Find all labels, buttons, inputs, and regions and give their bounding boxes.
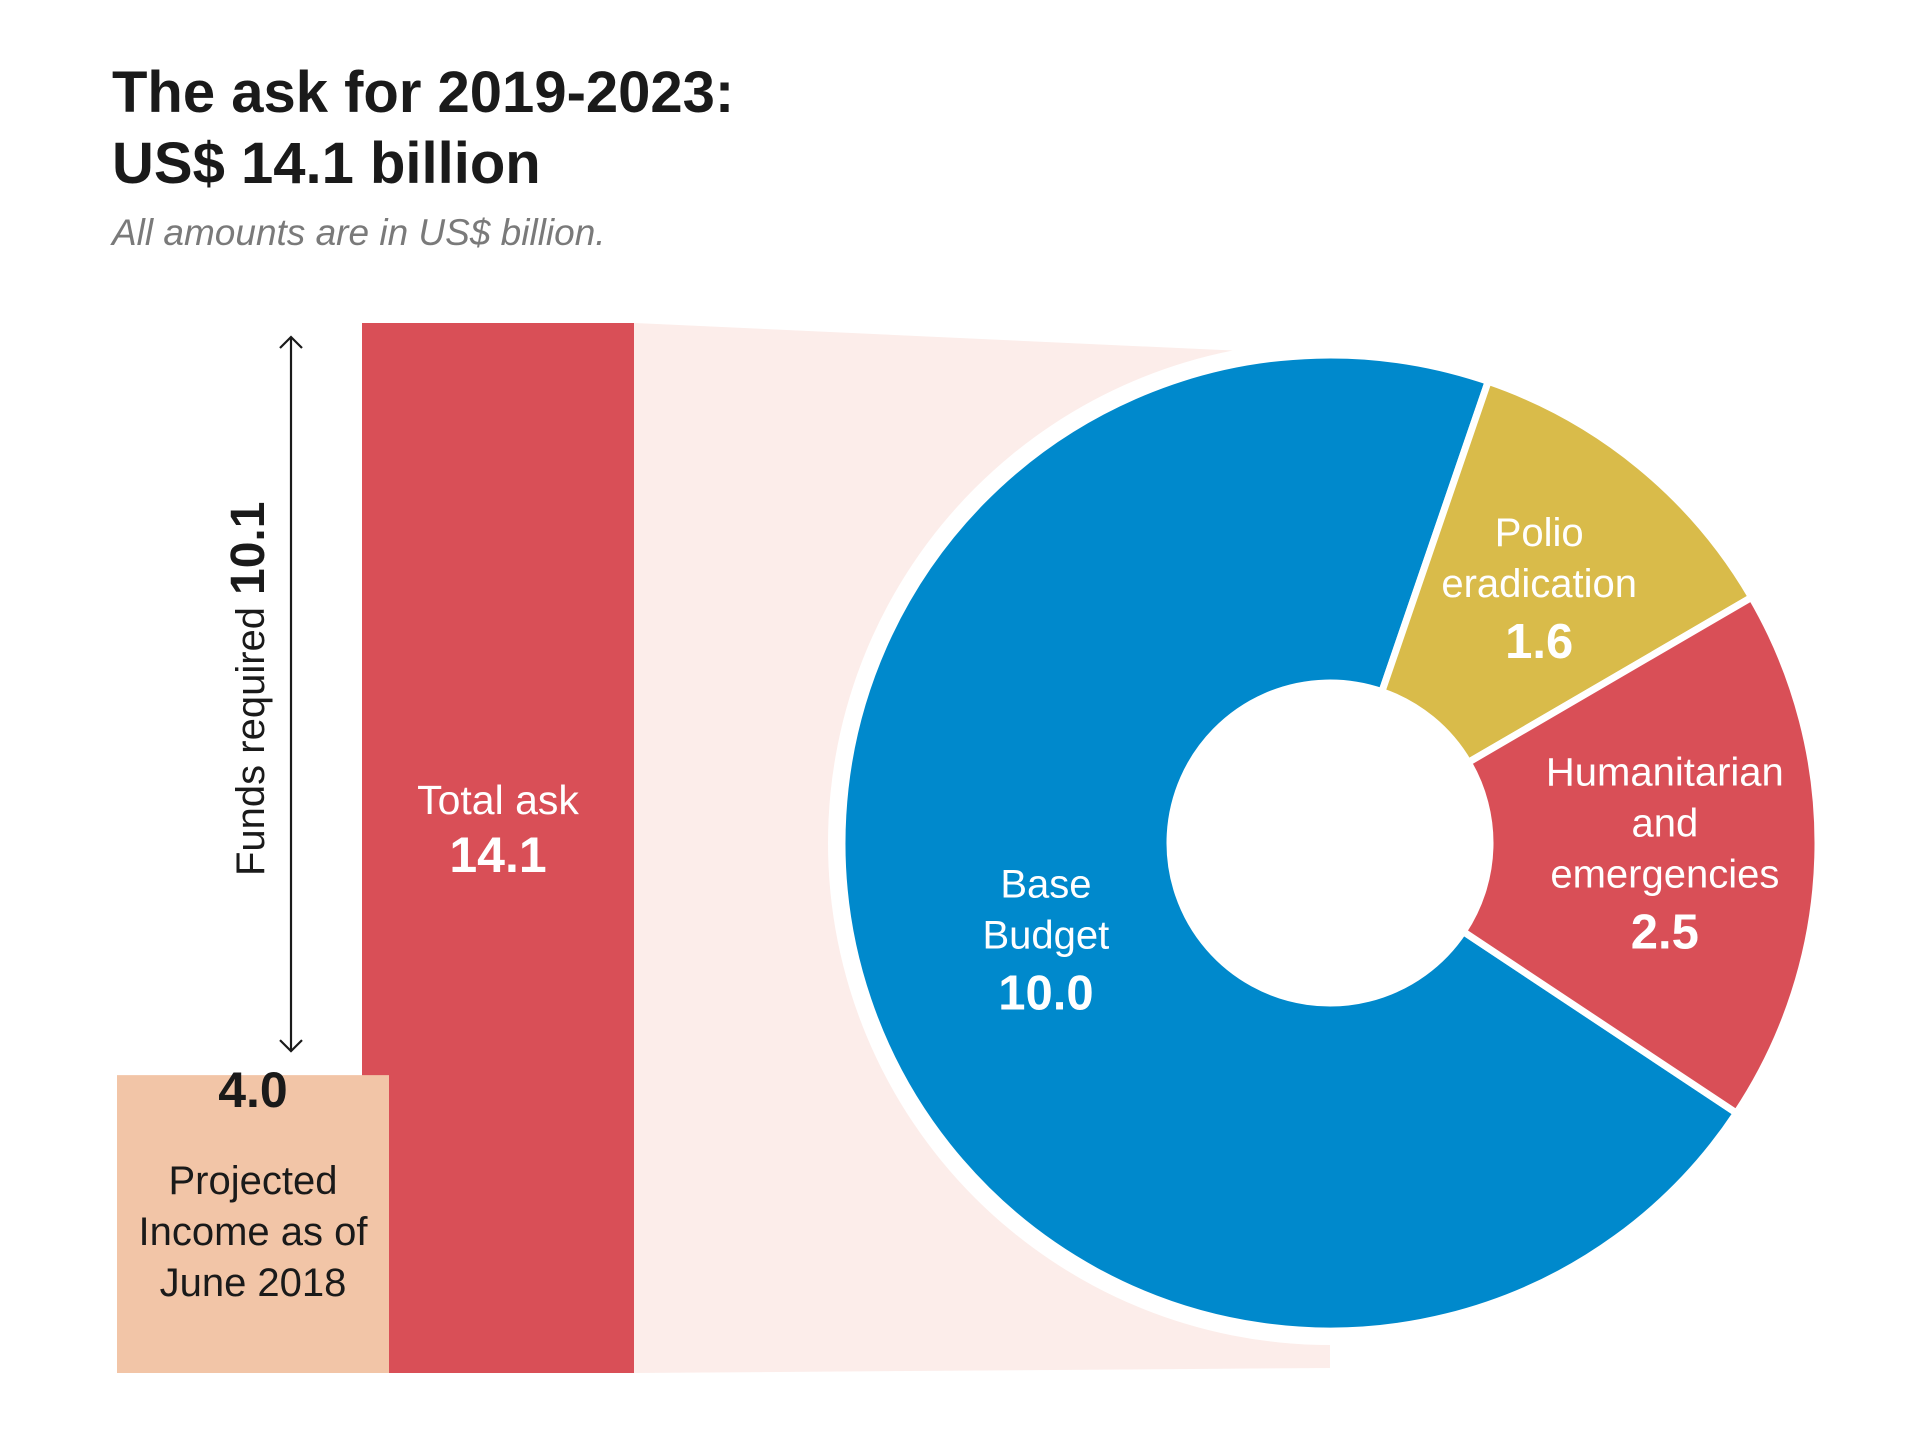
donut-label-base-budget-line: Base <box>1000 862 1091 906</box>
total-ask-label: Total ask <box>417 777 579 823</box>
donut-label-humanitarian-line: emergencies <box>1550 852 1779 896</box>
bar-total-ask <box>362 323 634 1373</box>
chart-title-line-1: The ask for 2019-2023: <box>112 60 735 125</box>
donut-label-humanitarian-line: and <box>1631 801 1698 845</box>
funds-required-value: 10.1 <box>222 502 275 595</box>
projected-income-value: 4.0 <box>218 1062 288 1118</box>
chart-title-line-2: US$ 14.1 billion <box>112 131 541 196</box>
donut-label-humanitarian-line: Humanitarian <box>1546 750 1784 794</box>
donut-value-humanitarian: 2.5 <box>1631 905 1699 959</box>
funds-required-text: Funds required <box>229 607 273 876</box>
funds-required-label: Funds required 10.1 <box>222 502 275 876</box>
total-ask-value: 14.1 <box>449 827 546 883</box>
projected-income-label-line: Income as of <box>138 1210 368 1254</box>
donut-label-base-budget-line: Budget <box>983 913 1110 957</box>
donut-label-polio-line: Polio <box>1495 511 1584 555</box>
projected-income-label-line: Projected <box>169 1159 338 1203</box>
donut-slice-base-budget <box>838 351 1742 1335</box>
projected-income-label-line: June 2018 <box>160 1261 347 1305</box>
donut-value-base-budget: 10.0 <box>998 966 1093 1020</box>
donut-value-polio: 1.6 <box>1505 615 1573 669</box>
chart-subtitle: All amounts are in US$ billion. <box>112 212 606 253</box>
donut-label-polio-line: eradication <box>1441 562 1637 606</box>
donut-slice-humanitarian <box>1458 592 1822 1118</box>
bar-projected-income <box>117 1075 389 1373</box>
donut-slice-polio <box>1377 376 1757 768</box>
